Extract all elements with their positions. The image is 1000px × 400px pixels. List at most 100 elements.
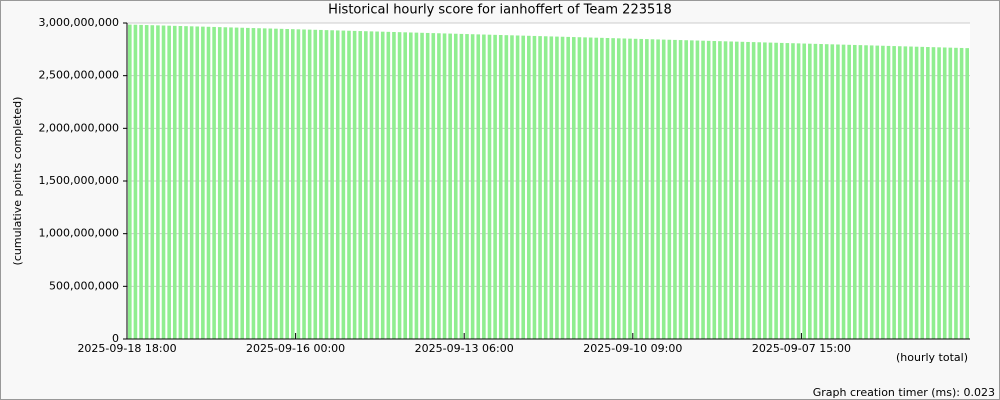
bar xyxy=(712,41,717,340)
bar xyxy=(673,39,677,339)
bar xyxy=(487,34,492,339)
bar xyxy=(448,33,452,339)
bar xyxy=(195,26,200,339)
bar xyxy=(791,43,795,339)
bar xyxy=(380,31,385,339)
bar xyxy=(358,31,363,339)
bar xyxy=(493,34,497,339)
bar xyxy=(543,36,548,339)
bar xyxy=(375,31,379,339)
bar xyxy=(335,30,340,340)
bar xyxy=(274,28,278,340)
bar xyxy=(847,44,851,339)
bar xyxy=(942,47,947,340)
bar xyxy=(403,32,407,340)
bar xyxy=(746,41,750,340)
bar xyxy=(206,26,211,340)
bar xyxy=(577,37,582,339)
bar xyxy=(706,40,711,339)
bar xyxy=(583,37,587,340)
bar xyxy=(504,35,509,339)
bar xyxy=(852,44,857,339)
bar xyxy=(217,27,222,339)
bar xyxy=(566,36,570,340)
bar xyxy=(549,36,554,340)
bar xyxy=(926,47,930,340)
bar xyxy=(897,46,902,339)
bar xyxy=(751,42,756,339)
bar xyxy=(808,43,812,339)
bar xyxy=(139,24,143,340)
bar xyxy=(386,31,391,340)
bar xyxy=(813,43,818,340)
bar xyxy=(341,30,346,340)
bar xyxy=(909,46,913,340)
bar xyxy=(240,27,245,340)
bar xyxy=(515,35,520,340)
bar xyxy=(184,26,188,339)
bar xyxy=(482,34,486,340)
bar xyxy=(189,26,194,340)
bar xyxy=(656,39,660,339)
bar xyxy=(914,46,919,339)
bar xyxy=(965,48,969,339)
bar xyxy=(881,45,885,339)
bar xyxy=(262,28,267,339)
bar xyxy=(802,43,807,339)
bar xyxy=(156,25,160,340)
y-tick-label: 3,000,000,000 xyxy=(39,16,119,29)
bar xyxy=(279,28,284,339)
bar xyxy=(201,26,205,339)
bar xyxy=(420,32,424,340)
y-tick-label: 2,500,000,000 xyxy=(39,69,119,82)
bar xyxy=(409,32,413,339)
bar xyxy=(459,33,464,339)
bar xyxy=(774,42,778,339)
bar xyxy=(628,38,632,339)
bar xyxy=(397,32,402,339)
bar xyxy=(661,39,666,340)
bar xyxy=(948,47,953,339)
x-axis-label: (hourly total) xyxy=(896,351,968,364)
y-tick-label: 1,500,000,000 xyxy=(39,174,119,187)
bar xyxy=(633,38,638,340)
bar xyxy=(178,26,183,339)
footer: Graph creation timer (ms): 0.023 xyxy=(813,386,995,399)
bar xyxy=(734,41,739,339)
bar xyxy=(757,42,762,339)
bar xyxy=(937,47,941,339)
bar xyxy=(521,35,526,339)
bar xyxy=(313,29,318,339)
bar xyxy=(234,27,239,339)
bar xyxy=(605,38,610,339)
bar xyxy=(869,45,874,339)
bar xyxy=(830,44,835,340)
bar xyxy=(425,32,430,339)
bar xyxy=(133,24,138,339)
x-tick-label: 2025-09-16 00:00 xyxy=(246,342,345,355)
bar xyxy=(560,36,565,339)
bar xyxy=(498,35,503,340)
bar xyxy=(667,39,672,340)
bar xyxy=(437,33,441,340)
bar xyxy=(229,27,233,339)
bar xyxy=(571,37,576,339)
bar xyxy=(128,24,132,340)
bar xyxy=(476,34,481,339)
y-tick-label: 1,000,000,000 xyxy=(39,227,119,240)
bar xyxy=(684,40,688,340)
y-tick-label: 500,000,000 xyxy=(49,279,119,292)
bar xyxy=(729,41,733,340)
bar xyxy=(678,40,683,340)
bar xyxy=(246,27,250,339)
bar xyxy=(324,30,329,340)
bar xyxy=(302,29,306,340)
bar xyxy=(858,45,863,340)
bar xyxy=(836,44,840,339)
x-tick-label: 2025-09-07 15:00 xyxy=(752,342,851,355)
bar xyxy=(931,47,936,339)
bar xyxy=(841,44,846,340)
bar xyxy=(150,25,155,339)
bar xyxy=(779,42,784,340)
